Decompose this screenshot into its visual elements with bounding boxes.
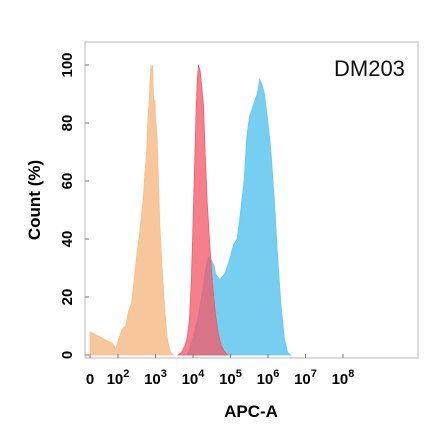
series-layer <box>89 64 292 356</box>
x-tick-label: 0 <box>86 371 94 388</box>
y-tick-label: 40 <box>59 231 76 248</box>
x-tick-label: 104 <box>182 368 206 388</box>
y-tick-label: 60 <box>59 173 76 190</box>
histogram-series-1 <box>89 64 175 356</box>
x-tick-label: 102 <box>107 368 130 388</box>
y-tick-label: 100 <box>59 52 76 77</box>
x-tick-label: 108 <box>332 368 355 388</box>
x-tick-label: 105 <box>219 368 242 388</box>
x-tick-label: 106 <box>257 368 280 388</box>
y-tick-label: 20 <box>59 289 76 306</box>
annotation-label: DM203 <box>334 56 405 81</box>
x-axis: 0 102 103 104 105 106 107 108 <box>86 354 355 388</box>
y-axis-title: Count (%) <box>25 160 44 240</box>
x-tick-label: 107 <box>294 368 317 388</box>
y-tick-label: 80 <box>59 115 76 132</box>
y-axis: 0 20 40 60 80 100 <box>59 52 89 359</box>
histogram-series-3 <box>176 64 229 356</box>
x-tick-label: 103 <box>144 368 167 388</box>
y-tick-label: 0 <box>59 351 76 359</box>
x-axis-title: APC-A <box>224 402 278 421</box>
